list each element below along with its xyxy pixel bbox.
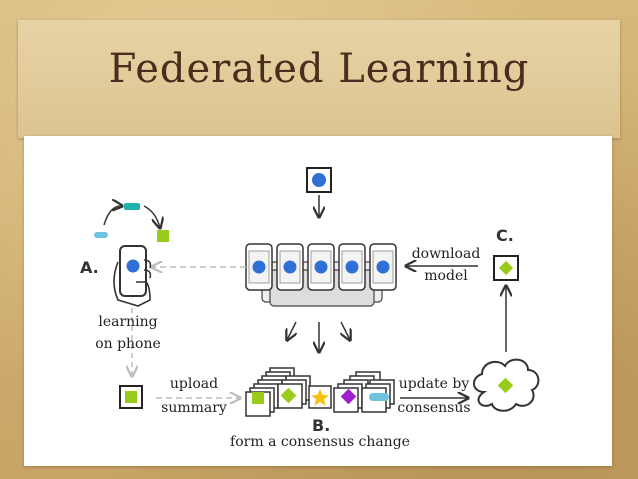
update-stacks (245, 367, 395, 417)
label-upload: upload (169, 376, 219, 392)
cluster-down-arrows (287, 321, 350, 352)
marker-a: A. (80, 258, 99, 277)
title-card (18, 20, 620, 138)
phone-cluster (245, 243, 397, 307)
label-summary: summary (161, 400, 227, 416)
phone-in-hand (113, 245, 152, 307)
local-training-cycle (94, 203, 169, 242)
label-consensus: consensus (397, 400, 471, 416)
label-learning: learning (98, 314, 158, 330)
label-download: download (411, 246, 481, 262)
slide-title: Federated Learning (108, 46, 530, 92)
marker-b: B. (312, 416, 331, 435)
local-update-square (119, 385, 143, 409)
label-on-phone: on phone (95, 336, 161, 352)
marker-c: C. (496, 226, 514, 245)
label-update-by: update by (398, 376, 470, 392)
label-form-consensus: form a consensus change (230, 434, 410, 450)
label-model: model (424, 268, 468, 284)
improved-model-square (493, 255, 519, 281)
top-model-square (306, 167, 332, 193)
cloud-server (473, 358, 540, 412)
